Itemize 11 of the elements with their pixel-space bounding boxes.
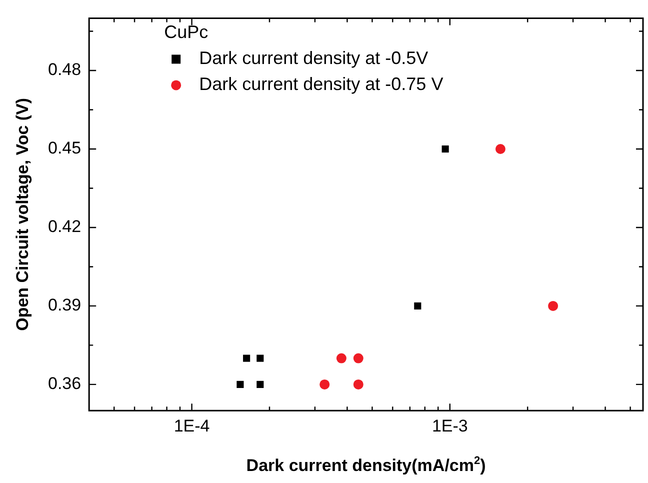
legend-label: Dark current density at -0.75 V bbox=[199, 74, 444, 94]
y-tick-label: 0.39 bbox=[48, 296, 82, 315]
y-axis-title: Open Circuit voltage, Voc (V) bbox=[13, 98, 32, 331]
y-tick-label: 0.42 bbox=[48, 217, 82, 236]
x-tick-label: 1E-4 bbox=[174, 416, 210, 436]
legend-label: Dark current density at -0.5V bbox=[199, 48, 428, 68]
legend-title: CuPc bbox=[164, 22, 208, 42]
y-tick-label: 0.45 bbox=[48, 138, 82, 158]
x-tick-label: 1E-3 bbox=[432, 416, 468, 436]
y-tick-label: 0.36 bbox=[48, 374, 82, 394]
y-tick-label: 0.48 bbox=[48, 60, 82, 80]
